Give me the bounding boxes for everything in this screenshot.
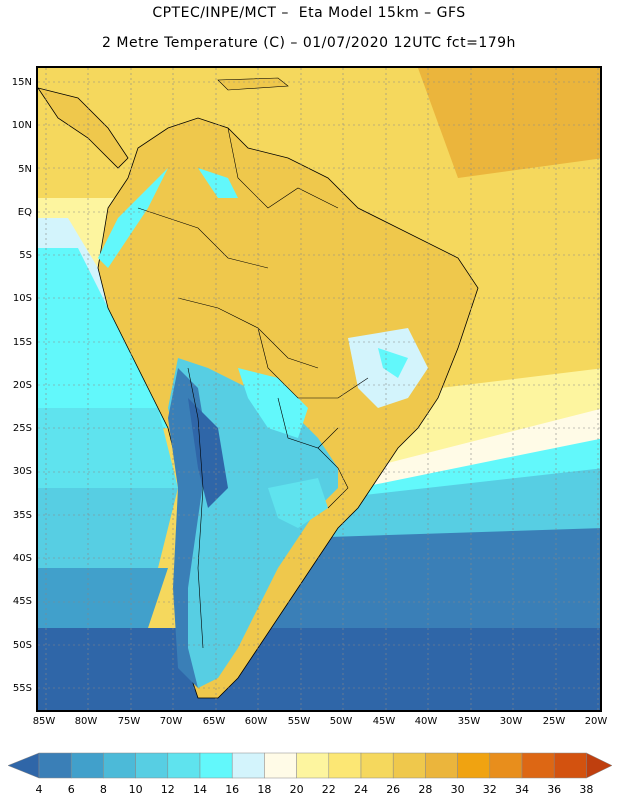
north-atlantic-warm — [418, 68, 600, 178]
legend-arrow-low — [7, 752, 40, 779]
lat-label: 30S — [12, 466, 32, 477]
lon-label: 80W — [74, 716, 98, 727]
legend-tick-label: 38 — [579, 783, 594, 796]
venezuela-highlands — [198, 168, 238, 198]
lat-label: 25S — [12, 423, 32, 434]
legend-swatch — [553, 752, 587, 779]
map-frame — [36, 66, 602, 712]
legend-tick-label: 26 — [386, 783, 401, 796]
border-paraguay — [277, 397, 339, 449]
legend-tick-label: 12 — [160, 783, 175, 796]
legend-tick-label: 20 — [289, 783, 304, 796]
pacific-band-1 — [38, 408, 178, 498]
map-title: CPTEC/INPE/MCT – Eta Model 15km – GFS — [152, 5, 466, 21]
legend-swatch — [521, 752, 555, 779]
chaco-cool — [238, 368, 308, 438]
legend-swatch — [231, 752, 265, 779]
border-bolivia-brazil — [257, 327, 369, 399]
color-legend — [7, 752, 613, 779]
temperature-map — [38, 68, 600, 710]
lat-label: 45S — [12, 596, 32, 607]
brazil-highlands-core — [378, 348, 408, 378]
lon-label: 65W — [202, 716, 226, 727]
legend-tick-label: 32 — [482, 783, 497, 796]
legend-tick-label: 36 — [547, 783, 562, 796]
central-america — [38, 87, 129, 169]
southern-ocean — [38, 628, 600, 710]
legend-tick-label: 6 — [67, 783, 75, 796]
pacific-band-2 — [38, 488, 178, 578]
lat-label: 15S — [12, 337, 32, 348]
legend-tick-label: 28 — [418, 783, 433, 796]
legend-swatch — [167, 752, 201, 779]
legend-tick-label: 10 — [128, 783, 143, 796]
lat-label: 10S — [12, 293, 32, 304]
lat-label: EQ — [17, 207, 32, 218]
legend-swatch — [38, 752, 72, 779]
legend-tick-label: 14 — [193, 783, 207, 796]
lon-label: 25W — [542, 716, 566, 727]
legend-swatch — [135, 752, 169, 779]
graticule — [38, 68, 600, 710]
lat-label: 20S — [12, 380, 32, 391]
pacific-cyan-band — [38, 248, 168, 438]
legend-swatch — [360, 752, 394, 779]
legend-tick-label: 34 — [515, 783, 529, 796]
map-subtitle: 2 Metre Temperature (C) – 01/07/2020 12U… — [102, 35, 516, 51]
lon-label: 50W — [329, 716, 353, 727]
legend-swatch — [103, 752, 136, 779]
legend-swatch — [457, 752, 491, 779]
lon-label: 60W — [244, 716, 268, 727]
lon-label: 40W — [414, 716, 438, 727]
legend-swatch — [489, 752, 523, 779]
lat-label: 5N — [18, 164, 32, 175]
legend-tick-label: 16 — [225, 783, 240, 796]
lon-label: 20W — [584, 716, 608, 727]
pacific-band-3 — [38, 568, 168, 638]
lon-label: 45W — [372, 716, 396, 727]
legend-swatch — [264, 752, 297, 779]
legend-arrow-high — [586, 752, 613, 779]
legend-swatch — [199, 752, 233, 779]
legend-tick-label: 4 — [35, 783, 43, 796]
legend-swatch — [392, 752, 426, 779]
lat-label: 15N — [11, 77, 32, 88]
lat-label: 35S — [12, 510, 32, 521]
lon-label: 75W — [117, 716, 141, 727]
border-chile-argentina — [187, 367, 204, 649]
legend-swatch — [296, 752, 330, 779]
lat-label: 55S — [12, 683, 32, 694]
border-colombia-peru — [137, 207, 269, 269]
lat-label: 10N — [11, 120, 32, 131]
lat-label: 5S — [19, 250, 32, 261]
lon-label: 35W — [457, 716, 481, 727]
lat-label: 40S — [12, 553, 32, 564]
lon-label: 55W — [287, 716, 311, 727]
legend-tick-label: 18 — [257, 783, 272, 796]
lon-label: 30W — [499, 716, 523, 727]
legend-tick-label: 24 — [354, 783, 368, 796]
legend-swatch — [328, 752, 362, 779]
andes-coldest — [188, 398, 228, 508]
legend-tick-label: 8 — [99, 783, 107, 796]
lat-label: 50S — [12, 640, 32, 651]
legend-swatch — [70, 752, 104, 779]
border-venezuela-brazil — [227, 127, 339, 209]
lon-label: 85W — [32, 716, 56, 727]
legend-tick-label: 30 — [450, 783, 465, 796]
legend-tick-label: 22 — [321, 783, 336, 796]
lon-label: 70W — [159, 716, 183, 727]
pampas-cool — [268, 478, 328, 528]
legend-swatch — [425, 752, 458, 779]
andes-north-cool — [98, 168, 168, 268]
